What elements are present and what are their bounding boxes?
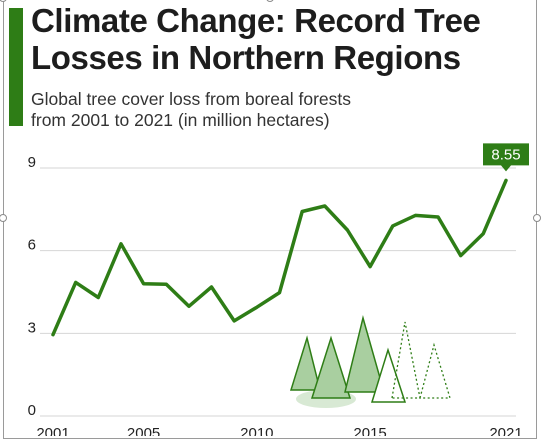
series-layer (51, 178, 508, 337)
chart-title-line-2: Losses in Northern Regions (31, 39, 461, 76)
chart-subtitle-line-1: Global tree cover loss from boreal fores… (31, 89, 351, 109)
tree-illustration-icon (289, 315, 451, 408)
x-tick-label: 2005 (127, 425, 160, 436)
chart-title-line-1: Climate Change: Record Tree (31, 2, 481, 39)
series-line (51, 178, 508, 337)
chart-subtitle-line-2: from 2001 to 2021 (in million hectares) (31, 110, 330, 130)
y-tick-label: 3 (28, 319, 36, 336)
chart-title: Climate Change: Record Tree Losses in No… (31, 2, 536, 76)
x-tick-label: 2021 (489, 425, 522, 436)
y-tick-label: 9 (28, 154, 36, 171)
x-tick-label: 2010 (240, 425, 273, 436)
accent-bar (9, 8, 23, 126)
y-tick-label: 0 (28, 402, 36, 419)
label-layer: 0 3 6 9 2001 2005 2010 2015 2021 8.55 (28, 143, 529, 436)
x-tick-label: 2015 (353, 425, 386, 436)
resize-handle-middle-left[interactable] (0, 214, 7, 222)
x-tick-label: 2001 (36, 425, 69, 436)
y-tick-label: 6 (28, 237, 36, 254)
value-callout-label: 8.55 (491, 146, 520, 163)
value-callout (483, 143, 529, 172)
chart-subtitle: Global tree cover loss from boreal fores… (31, 89, 521, 131)
